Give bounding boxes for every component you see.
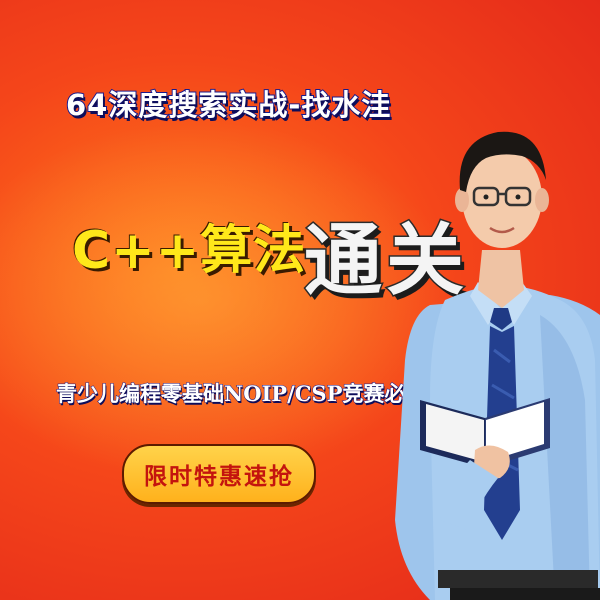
course-lesson-title: 64深度搜索实战-找水洼	[65, 87, 392, 123]
limited-offer-button[interactable]: 限时特惠速抢	[122, 444, 316, 504]
main-title-cpp-algorithm: C++算法	[72, 221, 307, 281]
background-glow	[0, 120, 460, 480]
presenter-illustration	[395, 131, 600, 600]
main-title-clearance: 通关	[302, 215, 469, 308]
course-subtitle: 青少儿编程零基础NOIP/CSP竞赛必备	[56, 381, 427, 407]
